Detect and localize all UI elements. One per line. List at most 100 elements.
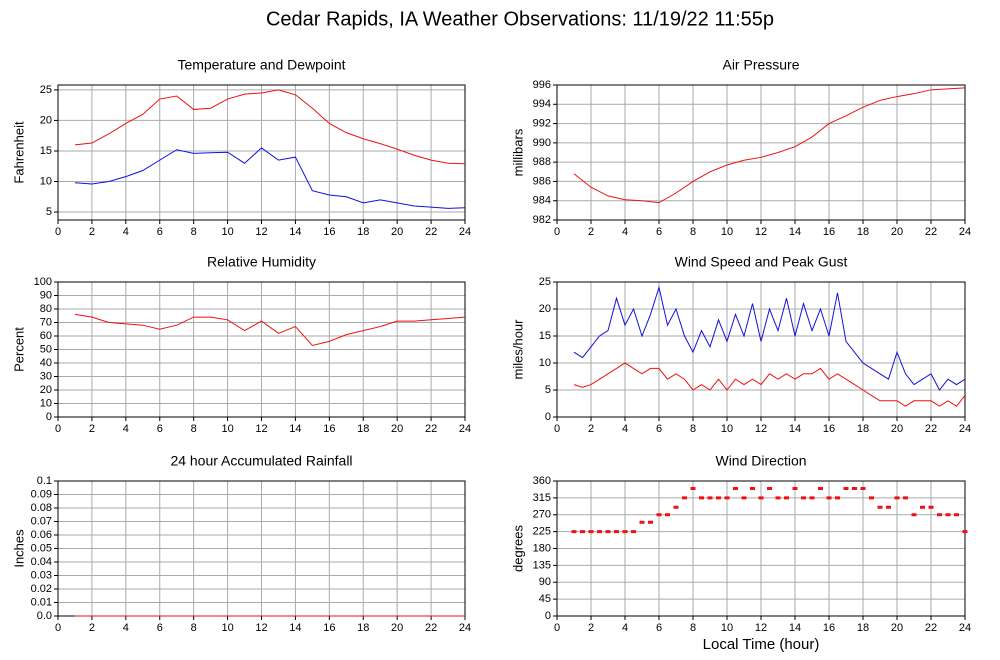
data-point	[962, 530, 968, 534]
y-axis-label: Percent	[11, 327, 26, 372]
y-tick-label: 20	[40, 384, 52, 396]
data-point	[588, 530, 594, 534]
x-tick-label: 16	[323, 226, 335, 238]
x-tick-label: 20	[891, 226, 903, 238]
y-tick-label: 0	[545, 610, 551, 622]
x-tick-label: 14	[289, 622, 301, 634]
data-line	[573, 285, 966, 391]
x-tick-label: 14	[289, 423, 301, 435]
x-tick-label: 2	[588, 423, 594, 435]
y-tick-label: 996	[533, 79, 551, 91]
x-tick-label: 10	[721, 423, 733, 435]
data-point	[843, 487, 849, 490]
data-point	[580, 530, 585, 534]
y-tick-label: 315	[533, 492, 551, 504]
x-tick-label: 20	[891, 423, 903, 435]
y-tick-label: 15	[539, 330, 551, 342]
panel-title: Temperature and Dewpoint	[177, 57, 345, 73]
x-tick-label: 6	[656, 226, 662, 238]
data-point	[690, 487, 696, 490]
x-tick-label: 2	[89, 622, 95, 634]
data-point	[682, 496, 687, 500]
x-tick-label: 24	[459, 622, 471, 634]
y-tick-label: 982	[533, 214, 551, 226]
x-tick-label: 14	[789, 226, 801, 238]
x-tick-label: 16	[823, 622, 835, 634]
panel-title: Relative Humidity	[207, 254, 316, 270]
y-tick-label: 45	[539, 593, 551, 605]
x-tick-label: 2	[588, 622, 594, 634]
y-axis-label: degrees	[510, 525, 525, 572]
x-tick-label: 12	[255, 423, 267, 435]
data-point	[911, 513, 917, 517]
x-tick-label: 2	[89, 423, 95, 435]
y-tick-label: 0.08	[31, 502, 52, 514]
x-tick-label: 18	[857, 622, 869, 634]
y-tick-label: 60	[40, 330, 52, 342]
data-point	[792, 487, 798, 490]
x-tick-label: 12	[755, 423, 767, 435]
x-tick-label: 18	[857, 226, 869, 238]
plot-frame	[556, 84, 966, 221]
plot-frame	[57, 84, 466, 221]
x-tick-label: 24	[959, 622, 971, 634]
y-tick-label: 0.06	[31, 529, 52, 541]
data-point	[648, 520, 653, 524]
x-tick-label: 4	[622, 423, 628, 435]
y-tick-label: 988	[533, 156, 551, 168]
x-tick-label: 22	[925, 423, 937, 435]
data-line	[573, 362, 966, 407]
data-point	[860, 487, 866, 490]
data-point	[767, 487, 772, 490]
y-tick-label: 10	[539, 357, 551, 369]
x-tick-label: 0	[55, 226, 61, 238]
data-point	[673, 505, 679, 509]
y-axis-label: miles/hour	[510, 319, 525, 380]
x-tick-label: 10	[221, 622, 233, 634]
x-tick-label: 16	[323, 622, 335, 634]
data-point	[937, 513, 942, 517]
x-tick-label: 14	[789, 423, 801, 435]
x-tick-label: 6	[656, 622, 662, 634]
data-point	[571, 530, 577, 534]
data-point	[656, 513, 662, 517]
y-tick-label: 360	[533, 475, 551, 487]
y-tick-label: 0	[545, 411, 551, 423]
x-tick-label: 0	[554, 226, 560, 238]
x-tick-label: 8	[191, 622, 197, 634]
x-tick-label: 22	[425, 622, 437, 634]
data-point	[928, 505, 934, 509]
y-tick-label: 986	[533, 175, 551, 187]
plot-frame	[556, 281, 966, 418]
x-tick-label: 4	[622, 622, 628, 634]
x-tick-label: 8	[191, 423, 197, 435]
data-line	[74, 89, 466, 165]
y-tick-label: 984	[533, 195, 551, 207]
data-point	[801, 496, 806, 500]
x-tick-label: 22	[925, 622, 937, 634]
data-point	[631, 530, 636, 534]
plot-frame	[57, 281, 466, 418]
x-tick-label: 0	[55, 622, 61, 634]
y-tick-label: 0.01	[31, 596, 52, 608]
x-tick-label: 6	[656, 423, 662, 435]
panel-title: Wind Speed and Peak Gust	[675, 254, 848, 270]
x-tick-label: 12	[755, 226, 767, 238]
x-tick-label: 10	[221, 423, 233, 435]
x-tick-label: 16	[823, 423, 835, 435]
y-tick-label: 30	[40, 370, 52, 382]
data-point	[920, 505, 925, 509]
x-tick-label: 24	[959, 226, 971, 238]
data-line	[74, 313, 466, 347]
data-point	[835, 496, 840, 500]
plot-frame	[556, 480, 966, 617]
x-tick-label: 14	[789, 622, 801, 634]
x-tick-label: 0	[554, 423, 560, 435]
y-tick-label: 0.0	[37, 610, 52, 622]
y-tick-label: 0	[46, 411, 52, 423]
x-tick-label: 20	[391, 622, 403, 634]
y-tick-label: 0.07	[31, 515, 52, 527]
x-axis-label: Local Time (hour)	[703, 636, 820, 653]
x-tick-label: 6	[157, 423, 163, 435]
